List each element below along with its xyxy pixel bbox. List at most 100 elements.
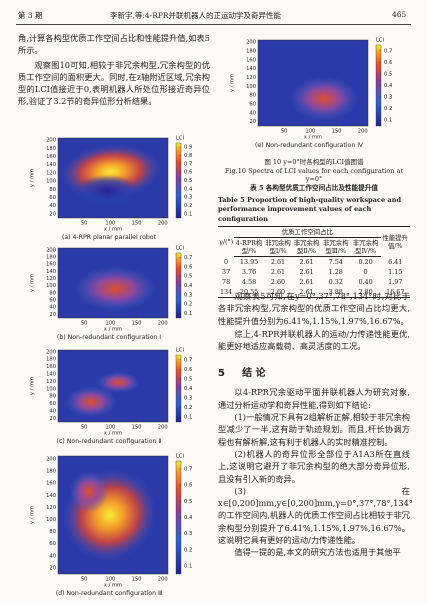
header-cell: 4-RPR构型/%	[234, 237, 264, 257]
x-tick-label: 100	[105, 577, 115, 583]
table-cell: 78	[222, 278, 231, 286]
colorbar-tick-label: 0.2	[184, 302, 192, 308]
y-tick-label: 140	[46, 269, 56, 275]
colorbar-tick-label: 0.6	[184, 264, 192, 270]
y-tick-label: 140	[246, 66, 256, 72]
table-cell: 2.60	[270, 278, 286, 286]
header-cell: 性能提升值/%	[380, 226, 410, 257]
x-tick-label: 200	[158, 221, 168, 227]
colorbar-tick-label: 0.6	[184, 170, 192, 176]
table-cell: 7.54	[328, 258, 343, 266]
section-heading: 5 结 论	[218, 361, 410, 380]
table-cell: 2.61	[270, 258, 286, 266]
x-tick-label: 200	[158, 577, 168, 583]
table-cell: 4.58	[241, 278, 257, 286]
x-tick-label: 150	[332, 129, 342, 135]
table-cell: 16.67	[380, 287, 410, 298]
figure-caption: (b) Non-redundant configuration Ⅰ	[57, 334, 161, 341]
table-cell: 0.40	[358, 278, 373, 286]
section-number: 5	[218, 368, 225, 380]
y-tick-label: 120	[46, 379, 56, 385]
paragraph: 综上,4-RPR并联机器人的运动/力传递性能更优,能更好地适应高载荷、高灵活度的…	[218, 328, 410, 352]
table-cell: 2.61	[299, 258, 314, 266]
paragraph: 角,计算各构型优质工作空间占比和性能提升值,如表5所示。	[18, 33, 210, 56]
y-tick-label: 100	[46, 517, 56, 523]
colorbar-tick-label: 0.5	[184, 376, 192, 382]
header-cell: 非冗余构型Ⅱ/%	[292, 237, 321, 257]
figure-caption: (c) Non-redundant configuration Ⅱ	[57, 438, 162, 445]
heatmap	[288, 76, 360, 121]
table-row: 78 4.58 2.60 2.61 0.32 0.40 1.97	[218, 277, 410, 287]
x-tick-label: 100	[305, 129, 315, 135]
y-tick-label: 100	[46, 179, 56, 185]
colorbar-tick-label: 0.2	[184, 203, 192, 209]
table: γ/(°) 优质工作空间占比 性能提升值/% 4-RPR构型/% 非冗余构型Ⅰ/% 非冗余…	[218, 226, 410, 298]
colorbar-title: LCI	[176, 246, 185, 252]
colorbar-tick-label: 0.1	[384, 118, 392, 124]
x-tick-label: 50	[281, 129, 288, 135]
y-tick-label: 20	[49, 565, 56, 571]
heatmap	[64, 371, 141, 418]
y-tick-label: 120	[46, 170, 56, 176]
heat-region	[64, 386, 118, 418]
y-tick-label: 60	[249, 101, 256, 107]
y-tick-label: 80	[249, 93, 256, 99]
colorbar-tick-label: 0.4	[184, 283, 193, 289]
y-tick-label: 60	[49, 195, 56, 201]
x-axis-label: x / mm	[104, 227, 122, 233]
table-cell: 0	[224, 257, 229, 266]
colorbar-tick-label: 0.3	[184, 292, 192, 298]
y-tick-label: 160	[46, 364, 56, 370]
table-cell: 1.97	[388, 278, 403, 286]
y-tick-label: 160	[46, 262, 56, 268]
y-tick-label: 140	[46, 493, 56, 499]
figure-caption-en: Fig.10 Spectra of LCI values for each co…	[224, 167, 404, 183]
heat-region	[73, 266, 157, 311]
x-tick-label: 50	[81, 221, 88, 227]
table-cell: 3.88	[320, 287, 351, 298]
y-tick-label: 180	[46, 254, 56, 260]
table-cell: 1.15	[388, 268, 403, 276]
right-text: 观察表5可知,在y=0°,37°,78°,134°时,对比于各非冗余构型,冗余构…	[218, 290, 413, 559]
y-axis-label: y / mm	[30, 377, 36, 395]
y-tick-label: 40	[49, 553, 56, 559]
issue: 第 3 期	[18, 11, 43, 20]
heatmap	[73, 266, 157, 311]
x-tick-label: 150	[132, 221, 142, 227]
y-tick-label: 180	[46, 469, 56, 475]
group-header: 优质工作空间占比	[234, 226, 381, 238]
section-title: 结 论	[242, 368, 266, 380]
table-cell: 0.32	[328, 278, 343, 286]
header-cell: 非冗余构型Ⅲ/%	[320, 237, 351, 257]
y-tick-label: 140	[46, 372, 56, 378]
plot-frame	[57, 455, 169, 575]
header-cell: γ/(°)	[218, 226, 235, 257]
x-tick-label: 200	[358, 129, 368, 135]
colorbar-tick-label: 0.2	[184, 405, 192, 411]
x-axis-label: x / mm	[104, 431, 122, 437]
y-tick-label: 120	[246, 75, 256, 81]
y-tick-label: 20	[49, 312, 56, 318]
table-cell: 2.61	[270, 268, 286, 276]
colorbar-tick-label: 0.6	[384, 60, 392, 66]
table-wrap: γ/(°) 优质工作空间占比 性能提升值/% 4-RPR构型/% 非冗余构型Ⅰ/% 非冗余…	[218, 226, 410, 298]
table-head: γ/(°) 优质工作空间占比 性能提升值/% 4-RPR构型/% 非冗余构型Ⅰ/% 非冗余…	[218, 226, 410, 257]
colorbar-tick-label: 0.3	[384, 95, 392, 101]
plot-frame	[257, 39, 369, 127]
y-tick-label: 200	[46, 247, 56, 253]
colorbar-tick-label: 0.4	[184, 186, 193, 192]
colorbar-tick-label: 0.4	[384, 83, 393, 89]
colorbar-tick-label: 0.5	[184, 499, 192, 505]
table-row: 134 20.55 2.60 2.61 3.88 2.80 16.67	[218, 287, 410, 298]
x-tick-label: 50	[81, 577, 88, 583]
table-cell: 1.28	[328, 268, 343, 276]
y-tick-label: 20	[249, 119, 256, 125]
table-row: 37 3.76 2.61 2.61 1.28 0 1.15	[218, 267, 410, 277]
heat-region	[74, 174, 141, 207]
table-cell: 37	[222, 268, 231, 276]
header-row: 4-RPR构型/% 非冗余构型Ⅰ/% 非冗余构型Ⅱ/% 非冗余构型Ⅲ/% 非冗余构型Ⅳ/…	[218, 237, 410, 257]
colorbar-tick-label: 0.7	[384, 48, 392, 54]
y-tick-label: 200	[46, 138, 56, 144]
